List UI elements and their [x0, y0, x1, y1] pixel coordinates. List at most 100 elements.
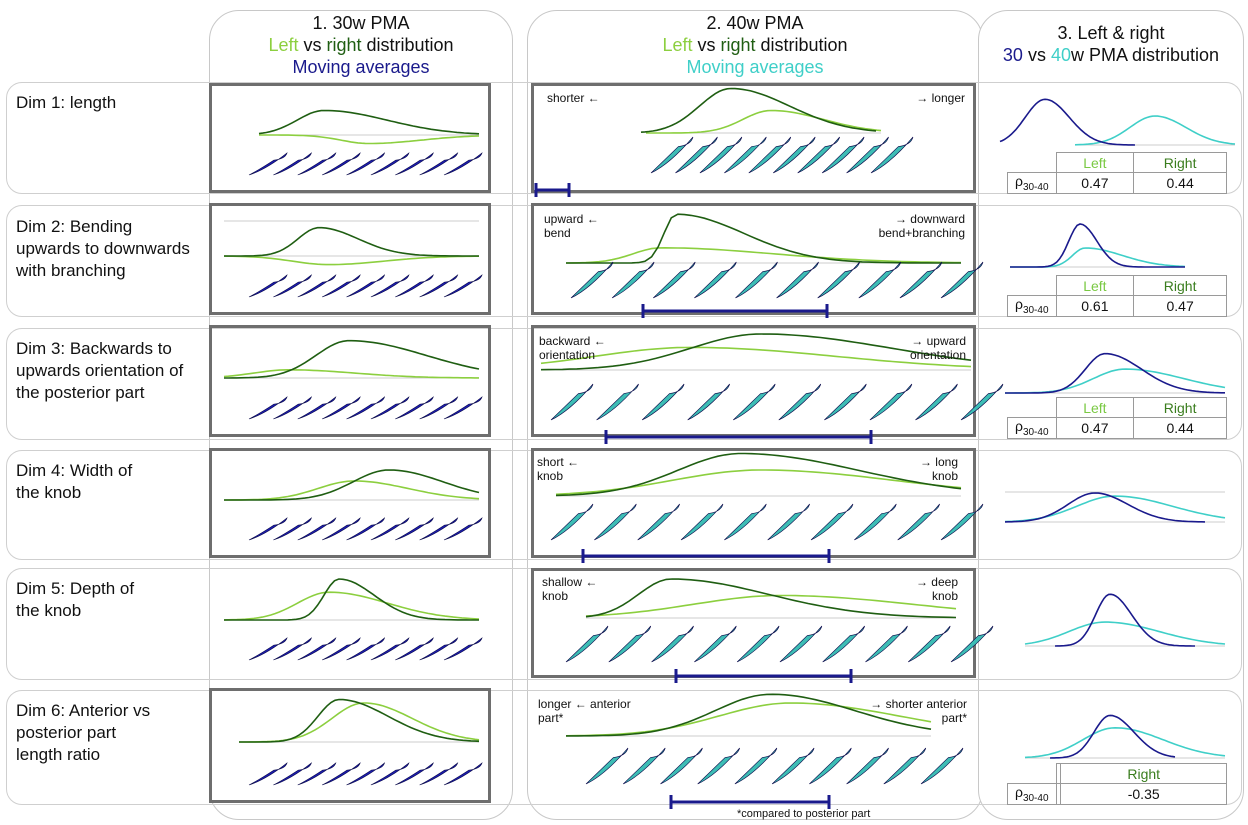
table-left-header: Left: [1055, 152, 1135, 173]
panel-comparison-dim1: [985, 90, 1236, 152]
shape-instance: [920, 747, 964, 785]
shape-instance: [321, 637, 361, 661]
panel-svg: [224, 469, 483, 541]
curve-30w: [1010, 223, 1185, 268]
panel-frame: [531, 83, 976, 193]
shape-instance: [611, 261, 655, 299]
shape-instance: [899, 261, 943, 299]
shape-instance: [697, 747, 740, 785]
shape-instance: [395, 152, 434, 176]
shape-instance: [869, 383, 913, 421]
shape-instance: [883, 747, 927, 785]
dim4-right-label: → long knob: [919, 455, 958, 483]
curve-30w: [1054, 593, 1195, 647]
moving-average-shapes: [248, 637, 483, 661]
curve-right: [224, 578, 479, 621]
shape-instance: [797, 136, 840, 174]
rho-left-value: 0.61: [1055, 295, 1135, 317]
shape-instance: [960, 383, 1004, 421]
shape-instance: [675, 136, 718, 174]
shape-instance: [419, 274, 459, 298]
rho-right-value: -0.35: [1060, 783, 1227, 805]
panel-comparison-dim4: [985, 462, 1235, 524]
panel-40w-dim3: [531, 325, 1004, 444]
moving-average-shapes: [550, 383, 1004, 421]
shape-instance: [297, 762, 337, 786]
shape-instance: [370, 762, 410, 786]
rho-table-dim6: Right ρ30-40 -0.35: [1007, 763, 1227, 805]
row-dim6: [6, 690, 1242, 805]
panel-svg: [540, 333, 1004, 444]
rho-table-dim1: Left Right ρ30-40 0.47 0.44: [1007, 152, 1227, 194]
shape-instance: [419, 637, 459, 661]
column-40w-title: 2. 40w PMA Left vs right distribution Mo…: [527, 12, 983, 78]
shape-instance: [297, 517, 337, 541]
panel-frame: [209, 448, 491, 558]
rho-label: ρ30-40: [1007, 295, 1057, 317]
moving-average-shapes: [248, 396, 483, 420]
panel-frame: [531, 203, 976, 315]
shape-instance: [321, 517, 361, 541]
shape-instance: [724, 136, 767, 174]
shape-instance: [771, 747, 815, 785]
shape-instance: [653, 261, 696, 299]
shape-instance: [680, 503, 724, 541]
vs-word: vs: [298, 35, 327, 55]
shape-instance: [940, 503, 984, 541]
moving-average-shapes: [550, 503, 984, 541]
curve-40w: [1005, 368, 1226, 394]
shape-instance: [550, 383, 594, 421]
shape-instance: [748, 136, 792, 174]
panel-svg: [1005, 352, 1226, 394]
table-right-header: Right: [1060, 763, 1227, 784]
shape-instance: [273, 637, 312, 661]
shape-instance: [810, 503, 854, 541]
moving-average-shapes: [565, 625, 994, 663]
panel-svg: [223, 339, 483, 420]
shape-instance: [694, 625, 737, 663]
rho-label: ρ30-40: [1007, 783, 1057, 805]
shape-instance: [854, 503, 897, 541]
curve-30w: [1005, 352, 1225, 394]
shape-instance: [346, 517, 386, 541]
panel-comparison-dim5: [985, 588, 1235, 650]
shape-instance: [776, 261, 819, 299]
moving-average-shapes: [650, 136, 914, 174]
row-label-dim2: Dim 2: Bending upwards to downwards with…: [16, 217, 190, 280]
shape-instance: [767, 503, 810, 541]
shape-instance: [273, 274, 312, 298]
shape-instance: [865, 625, 908, 663]
rho-left-value: 0.47: [1055, 417, 1135, 439]
row-label-dim4: Dim 4: Width of the knob: [16, 461, 133, 502]
shape-instance: [395, 274, 434, 298]
shape-instance: [443, 274, 483, 298]
left-word: Left: [268, 35, 299, 55]
curve-right: [555, 452, 962, 497]
panel-frame: [209, 83, 491, 193]
row-label-dim5: Dim 5: Depth of the knob: [16, 579, 135, 620]
curve-right: [640, 87, 877, 133]
dim5-right-label: → deep knob: [915, 575, 958, 603]
curve-right: [540, 333, 972, 371]
panel-30w-dim5: [209, 568, 491, 678]
shape-instance: [419, 762, 459, 786]
curve-40w: [1024, 726, 1226, 759]
dim6-right-label: → shorter anterior part*: [870, 697, 967, 725]
scale-bar: [641, 304, 829, 318]
shape-instance: [395, 762, 434, 786]
shape-instance: [321, 274, 361, 298]
rho-label: ρ30-40: [1007, 172, 1057, 194]
shape-instance: [297, 396, 337, 420]
rho-table-dim3: Left Right ρ30-40 0.47 0.44: [1007, 397, 1227, 439]
rho-label: ρ30-40: [1007, 417, 1057, 439]
panel-svg: [239, 698, 483, 786]
curve-left: [565, 702, 932, 737]
row-dim1: [6, 82, 1242, 194]
right-word: right: [720, 35, 756, 55]
shape-instance: [897, 503, 940, 541]
moving-average-shapes: [248, 762, 483, 786]
panel-40w-dim2: [531, 203, 984, 318]
shape-instance: [321, 762, 361, 786]
shape-instance: [565, 625, 609, 663]
rho-table-dim2: Left Right ρ30-40 0.61 0.47: [1007, 275, 1227, 317]
